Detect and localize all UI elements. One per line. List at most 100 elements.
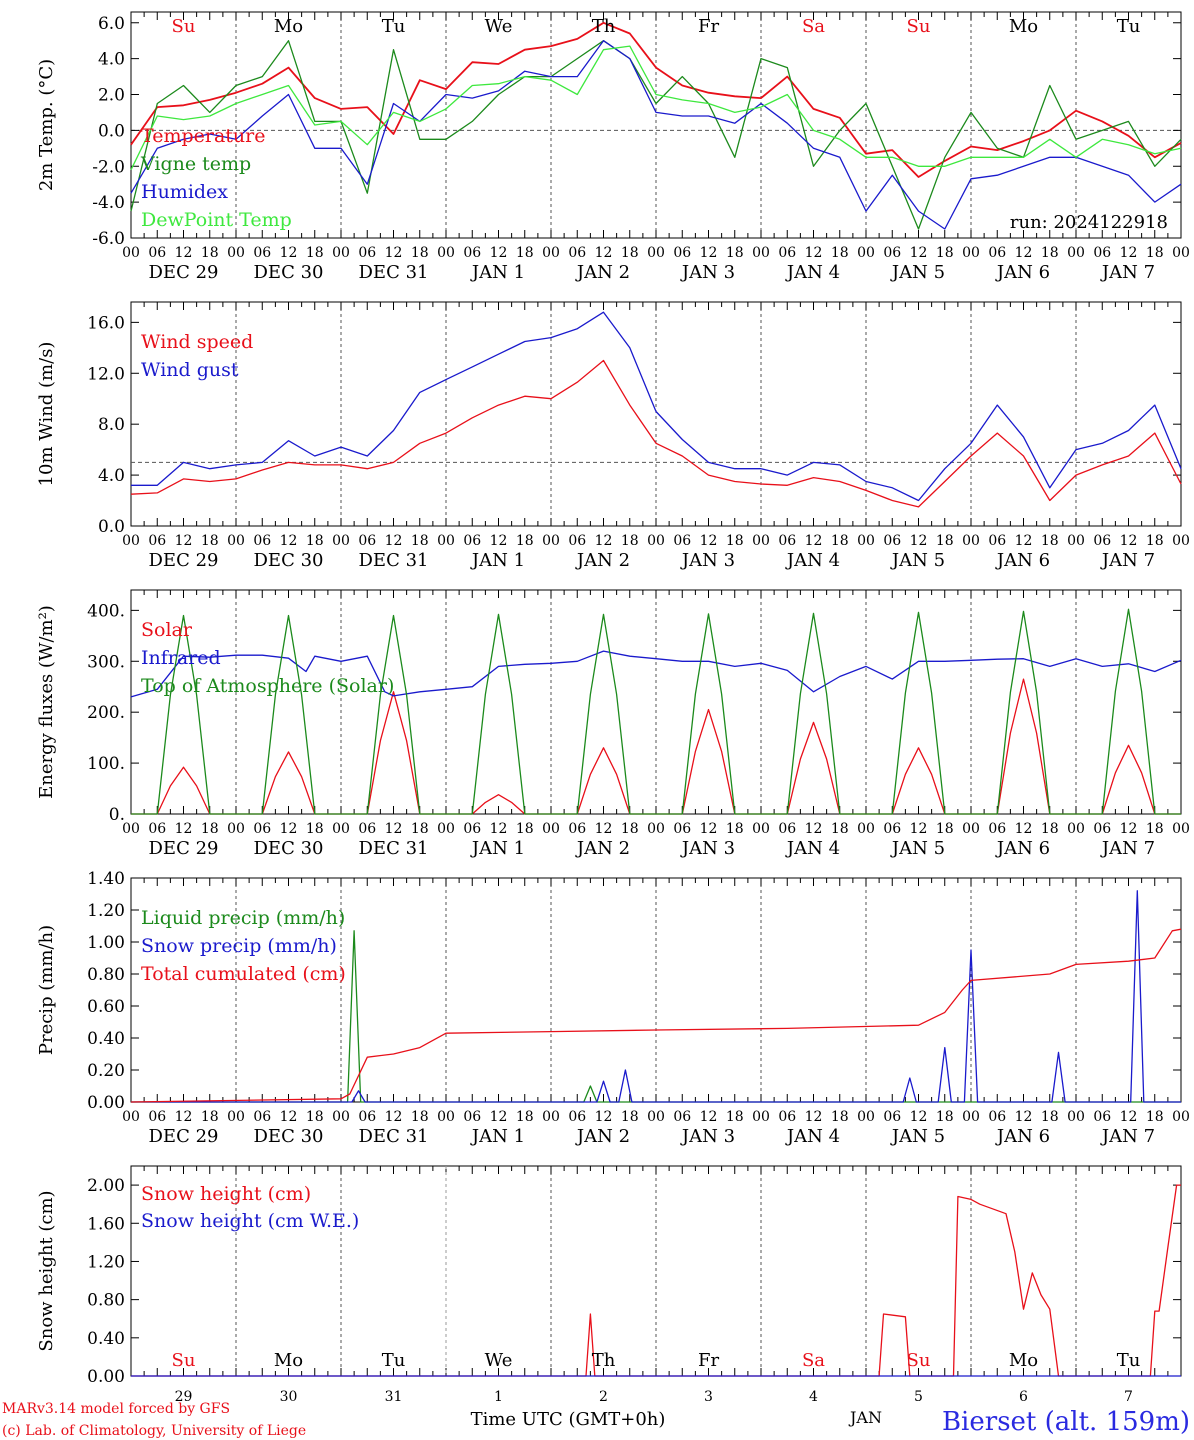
legend-entry: Wind gust (141, 359, 239, 381)
panel-5 (130, 1165, 1182, 1377)
hour-label: 12 (1015, 1109, 1033, 1125)
hour-label: 06 (358, 1109, 376, 1125)
hour-label: 18 (516, 1109, 534, 1125)
hour-label: 00 (542, 245, 560, 261)
hour-label: 18 (831, 533, 849, 549)
hour-label: 00 (437, 1109, 455, 1125)
series-line-temperature (130, 21, 1182, 178)
hour-label: 12 (910, 1109, 928, 1125)
hour-label: 06 (1093, 245, 1111, 261)
hour-label: 18 (201, 245, 219, 261)
day-label: JAN 3 (680, 838, 735, 859)
day-label: JAN 7 (1100, 1126, 1155, 1147)
y-tick-label: -4.0 (92, 193, 125, 213)
hour-label: 00 (1067, 245, 1085, 261)
hour-label: 18 (306, 245, 324, 261)
hour-label: 18 (726, 245, 744, 261)
day-label: JAN 2 (575, 1126, 630, 1147)
hour-label: 18 (516, 821, 534, 837)
hour-label: 06 (883, 245, 901, 261)
hour-label: 18 (831, 245, 849, 261)
series-line-total-cumulated-cm- (130, 928, 1182, 1103)
legend-entry: Solar (141, 619, 193, 641)
hour-label: 12 (700, 245, 718, 261)
hour-label: 00 (1172, 821, 1190, 837)
hour-label: 12 (280, 245, 298, 261)
hour-label: 06 (463, 1109, 481, 1125)
series-line-dewpoint-temp (130, 45, 1182, 171)
hour-label: 12 (1015, 533, 1033, 549)
weekday-label: Mo (1009, 1350, 1038, 1371)
day-label: JAN 7 (1100, 838, 1155, 859)
hour-label: 18 (1041, 533, 1059, 549)
day-label: JAN 1 (470, 1126, 525, 1147)
date-label: 4 (809, 1389, 818, 1405)
y-axis-label: Snow height (cm) (36, 1190, 57, 1351)
hour-label: 18 (831, 821, 849, 837)
hour-label: 00 (437, 821, 455, 837)
y-tick-label: 16.0 (87, 313, 125, 333)
hour-label: 00 (962, 245, 980, 261)
day-label: JAN 1 (470, 262, 525, 283)
hour-label: 06 (988, 533, 1006, 549)
weekday-label: Mo (274, 16, 303, 37)
day-label: JAN 3 (680, 262, 735, 283)
weekday-label: Mo (1009, 16, 1038, 37)
hour-label: 06 (148, 533, 166, 549)
hour-label: 06 (988, 821, 1006, 837)
hour-label: 00 (752, 821, 770, 837)
hour-label: 12 (385, 821, 403, 837)
hour-label: 00 (962, 1109, 980, 1125)
y-tick-label: -6.0 (92, 229, 125, 249)
hour-label: 06 (463, 245, 481, 261)
hour-label: 18 (411, 1109, 429, 1125)
hour-label: 06 (358, 245, 376, 261)
hour-label: 18 (411, 821, 429, 837)
day-label: JAN 3 (680, 1126, 735, 1147)
weekday-label: Su (907, 1350, 931, 1371)
day-label: JAN 2 (575, 262, 630, 283)
panel-1 (130, 11, 1182, 239)
hour-label: 12 (385, 245, 403, 261)
hour-label: 00 (1172, 245, 1190, 261)
hour-label: 12 (385, 1109, 403, 1125)
panel-4 (130, 877, 1182, 1103)
day-label: DEC 30 (254, 550, 324, 571)
hour-label: 18 (1041, 245, 1059, 261)
day-label: JAN 6 (995, 262, 1050, 283)
x-axis-title: Time UTC (GMT+0h) (471, 1409, 666, 1430)
hour-label: 06 (883, 533, 901, 549)
weekday-label: Tu (1117, 16, 1141, 37)
hour-label: 18 (306, 821, 324, 837)
hour-label: 18 (726, 1109, 744, 1125)
day-label: JAN 5 (890, 262, 945, 283)
hour-label: 06 (568, 533, 586, 549)
day-label: JAN 5 (890, 1126, 945, 1147)
hour-label: 00 (1172, 533, 1190, 549)
hour-label: 12 (595, 533, 613, 549)
weekday-label: Mo (274, 1350, 303, 1371)
hour-label: 12 (805, 1109, 823, 1125)
hour-label: 12 (910, 821, 928, 837)
y-axis-label: 10m Wind (m/s) (36, 342, 57, 487)
day-label: DEC 31 (359, 262, 429, 283)
hour-label: 00 (437, 533, 455, 549)
legend-entry: Top of Atmosphere (Solar) (141, 675, 394, 697)
hour-label: 00 (647, 821, 665, 837)
hour-label: 06 (148, 1109, 166, 1125)
day-label: JAN 3 (680, 550, 735, 571)
day-label: JAN 7 (1100, 550, 1155, 571)
hour-label: 18 (936, 1109, 954, 1125)
y-tick-label: 1.20 (87, 1252, 125, 1272)
hour-label: 12 (490, 821, 508, 837)
hour-label: 06 (253, 533, 271, 549)
hour-label: 06 (673, 533, 691, 549)
hour-label: 06 (358, 533, 376, 549)
hour-label: 06 (883, 821, 901, 837)
hour-label: 12 (490, 245, 508, 261)
y-tick-label: 0.0 (98, 121, 125, 141)
series-line-humidex (130, 40, 1182, 230)
y-tick-label: 2.00 (87, 1176, 125, 1196)
hour-label: 00 (227, 821, 245, 837)
date-label: 3 (704, 1389, 713, 1405)
